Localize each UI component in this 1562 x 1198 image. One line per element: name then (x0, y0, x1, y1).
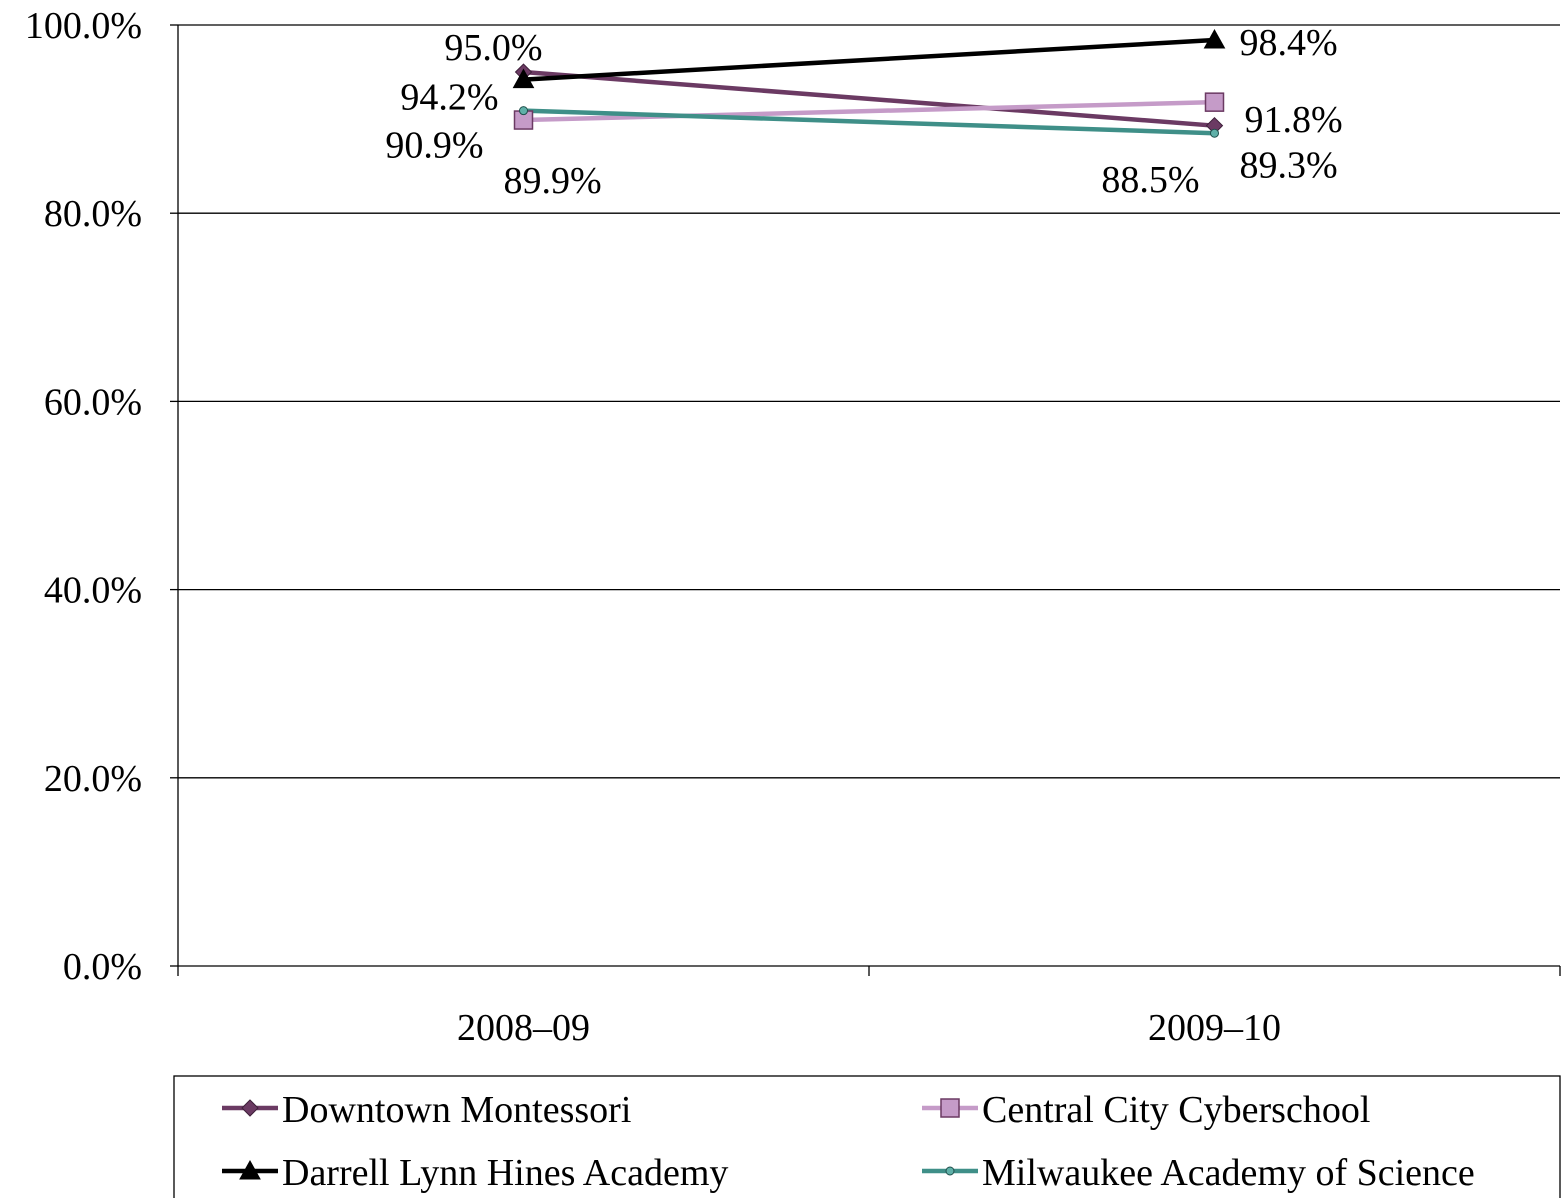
legend-swatch-marker (945, 1166, 955, 1176)
series-line (523, 108, 1215, 136)
data-label: 91.8% (1245, 99, 1343, 141)
series-line (523, 99, 1215, 123)
legend-label: Central City Cyberschool (982, 1089, 1370, 1131)
x-axis-ticks: 2008–09 2009–10 (177, 966, 1561, 1049)
data-label: 94.2% (400, 77, 498, 119)
y-axis-ticks: 0.0% 20.0% 40.0% 60.0% 80.0% 100.0% (25, 5, 178, 988)
legend-label: Darrell Lynn Hines Academy (282, 1152, 728, 1194)
data-label: 95.0% (444, 27, 542, 69)
data-point (519, 106, 528, 116)
data-label: 98.4% (1240, 22, 1338, 64)
data-label: 89.3% (1240, 145, 1338, 187)
legend-swatch-marker (241, 1099, 259, 1117)
data-label: 88.5% (1101, 159, 1199, 201)
legend-label: Downtown Montessori (282, 1089, 631, 1131)
series-line (523, 69, 1215, 128)
y-tick-label: 80.0% (44, 193, 142, 235)
y-tick-label: 100.0% (25, 5, 142, 47)
legend-label: Milwaukee Academy of Science (982, 1152, 1475, 1194)
y-tick-label: 40.0% (44, 570, 142, 612)
legend-box (173, 1075, 1561, 1198)
legend-swatch-marker (940, 1098, 960, 1118)
x-tick-label: 2008–09 (457, 1007, 590, 1049)
grid (178, 24, 1560, 779)
data-label: 89.9% (504, 160, 602, 202)
y-tick-label: 20.0% (44, 758, 142, 800)
data-point (1210, 128, 1219, 138)
legend-swatch-marker (239, 1159, 261, 1180)
data-point (512, 68, 535, 89)
legend: Downtown Montessori Central City Cybersch… (173, 1075, 1561, 1198)
y-tick-label: 60.0% (44, 381, 142, 423)
data-label: 90.9% (385, 125, 483, 167)
data-point (1204, 92, 1225, 112)
series-line (523, 37, 1215, 82)
data-labels: 95.0% 89.3% 89.9% 91.8% 94.2% 98.4% 90.9% 88.5% (385, 22, 1342, 202)
y-tick-label: 0.0% (63, 946, 142, 988)
data-point (1203, 29, 1226, 49)
x-tick-label: 2009–10 (1148, 1007, 1281, 1049)
series-group (512, 29, 1226, 138)
